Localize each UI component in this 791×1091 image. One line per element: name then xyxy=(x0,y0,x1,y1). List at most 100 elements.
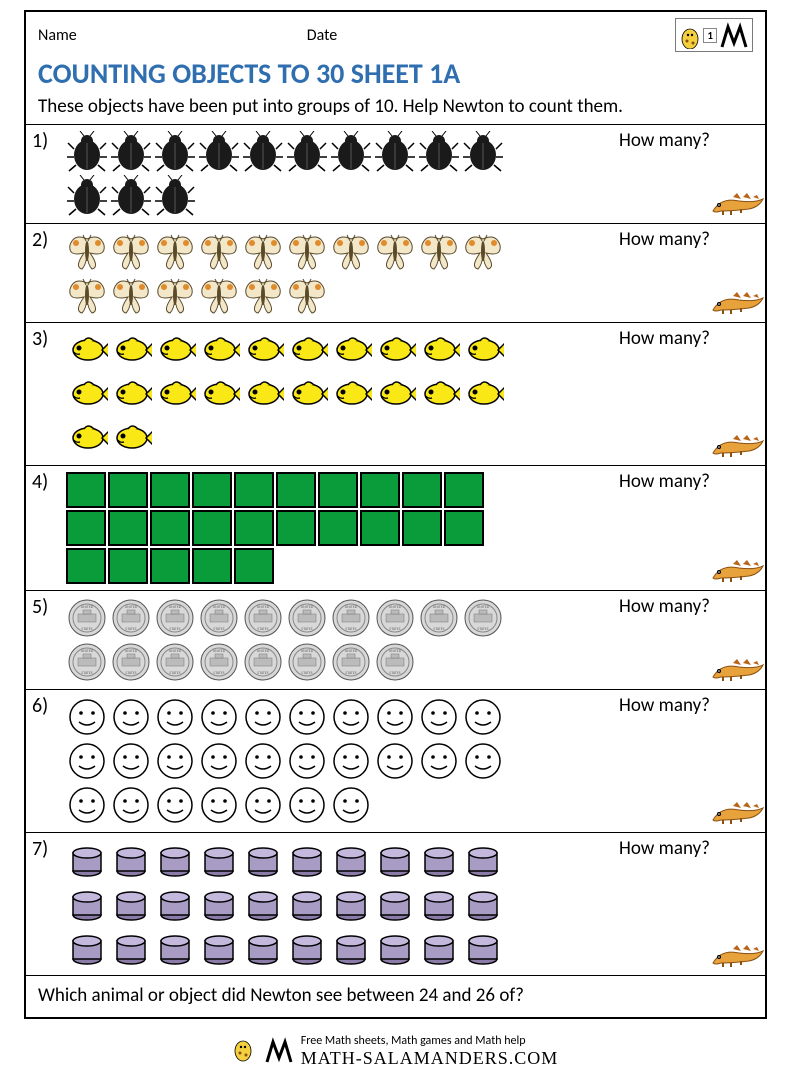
square-icon xyxy=(108,510,148,546)
cylinder-icon xyxy=(462,883,504,925)
smiley-icon xyxy=(330,696,372,738)
square-icon xyxy=(66,472,106,508)
smiley-icon xyxy=(330,740,372,782)
object-line xyxy=(66,696,611,738)
square-icon xyxy=(360,472,400,508)
cylinder-icon xyxy=(198,883,240,925)
butterfly-icon xyxy=(330,230,372,272)
how-many-label: How many? xyxy=(619,228,761,251)
object-line xyxy=(66,597,611,639)
cylinder-icon xyxy=(418,839,460,881)
fish-icon xyxy=(110,417,152,459)
how-many-label: How many? xyxy=(619,327,761,350)
beetle-icon xyxy=(418,131,460,173)
cylinder-icon xyxy=(242,883,284,925)
object-line xyxy=(66,131,611,173)
cylinder-icon xyxy=(374,927,416,969)
coin-icon xyxy=(462,597,504,639)
header: Name Date 1 xyxy=(26,12,765,54)
cylinder-icon xyxy=(66,927,108,969)
footer-salamander-icon xyxy=(233,1033,259,1069)
row-number: 6) xyxy=(26,690,66,718)
coin-icon xyxy=(330,597,372,639)
coin-icon xyxy=(198,641,240,683)
fish-icon xyxy=(198,373,240,415)
object-line xyxy=(66,784,611,826)
salamander-icon xyxy=(709,929,767,975)
object-line xyxy=(66,230,611,272)
beetle-icon xyxy=(154,131,196,173)
cylinder-icon xyxy=(374,883,416,925)
instructions: These objects have been put into groups … xyxy=(26,95,765,124)
smiley-icon xyxy=(110,740,152,782)
square-icon xyxy=(66,510,106,546)
question-row: 2)How many? xyxy=(26,224,765,323)
object-line xyxy=(66,373,611,415)
cylinder-icon xyxy=(110,883,152,925)
smiley-icon xyxy=(330,784,372,826)
coin-icon xyxy=(198,597,240,639)
footer-m-logo-icon xyxy=(265,1036,295,1066)
fish-icon xyxy=(198,329,240,371)
fish-icon xyxy=(110,373,152,415)
answer-column: How many? xyxy=(615,690,765,832)
cylinder-icon xyxy=(154,927,196,969)
coin-icon xyxy=(154,597,196,639)
cylinder-icon xyxy=(330,883,372,925)
coin-icon xyxy=(154,641,196,683)
cylinder-icon xyxy=(66,883,108,925)
row-number: 1) xyxy=(26,125,66,153)
smiley-icon xyxy=(242,784,284,826)
beetle-icon xyxy=(462,131,504,173)
butterfly-icon xyxy=(242,230,284,272)
coin-icon xyxy=(110,641,152,683)
smiley-icon xyxy=(374,696,416,738)
square-icon xyxy=(150,472,190,508)
row-objects xyxy=(66,323,615,465)
square-icon xyxy=(192,510,232,546)
beetle-icon xyxy=(286,131,328,173)
square-icon xyxy=(402,472,442,508)
square-icon xyxy=(234,510,274,546)
row-objects xyxy=(66,690,615,832)
beetle-icon xyxy=(66,131,108,173)
square-icon xyxy=(108,548,148,584)
answer-column: How many? xyxy=(615,591,765,689)
beetle-icon xyxy=(110,131,152,173)
how-many-label: How many? xyxy=(619,837,761,860)
beetle-icon xyxy=(66,175,108,217)
coin-icon xyxy=(330,641,372,683)
question-row: 1)How many? xyxy=(26,125,765,224)
fish-icon xyxy=(286,373,328,415)
row-objects xyxy=(66,833,615,975)
smiley-icon xyxy=(242,696,284,738)
coin-icon xyxy=(374,597,416,639)
fish-icon xyxy=(462,373,504,415)
footer-tagline: Free Math sheets, Math games and Math he… xyxy=(301,1034,559,1048)
butterfly-icon xyxy=(198,230,240,272)
beetle-icon xyxy=(154,175,196,217)
how-many-label: How many? xyxy=(619,595,761,618)
smiley-icon xyxy=(198,696,240,738)
coin-icon xyxy=(242,641,284,683)
smiley-icon xyxy=(286,740,328,782)
smiley-icon xyxy=(154,696,196,738)
fish-icon xyxy=(66,329,108,371)
butterfly-icon xyxy=(286,274,328,316)
how-many-label: How many? xyxy=(619,694,761,717)
fish-icon xyxy=(154,373,196,415)
worksheet-title: COUNTING OBJECTS TO 30 SHEET 1A xyxy=(26,54,765,95)
object-line xyxy=(66,839,611,881)
question-rows: 1)How many?2)How many?3)How many?4)How m… xyxy=(26,124,765,976)
square-icon xyxy=(234,472,274,508)
bottom-question: Which animal or object did Newton see be… xyxy=(26,976,765,1017)
coin-icon xyxy=(66,641,108,683)
square-icon xyxy=(318,472,358,508)
fish-icon xyxy=(462,329,504,371)
cylinder-icon xyxy=(374,839,416,881)
object-line xyxy=(66,274,611,316)
answer-column: How many? xyxy=(615,466,765,590)
coin-icon xyxy=(66,597,108,639)
square-icon xyxy=(444,510,484,546)
coin-icon xyxy=(110,597,152,639)
